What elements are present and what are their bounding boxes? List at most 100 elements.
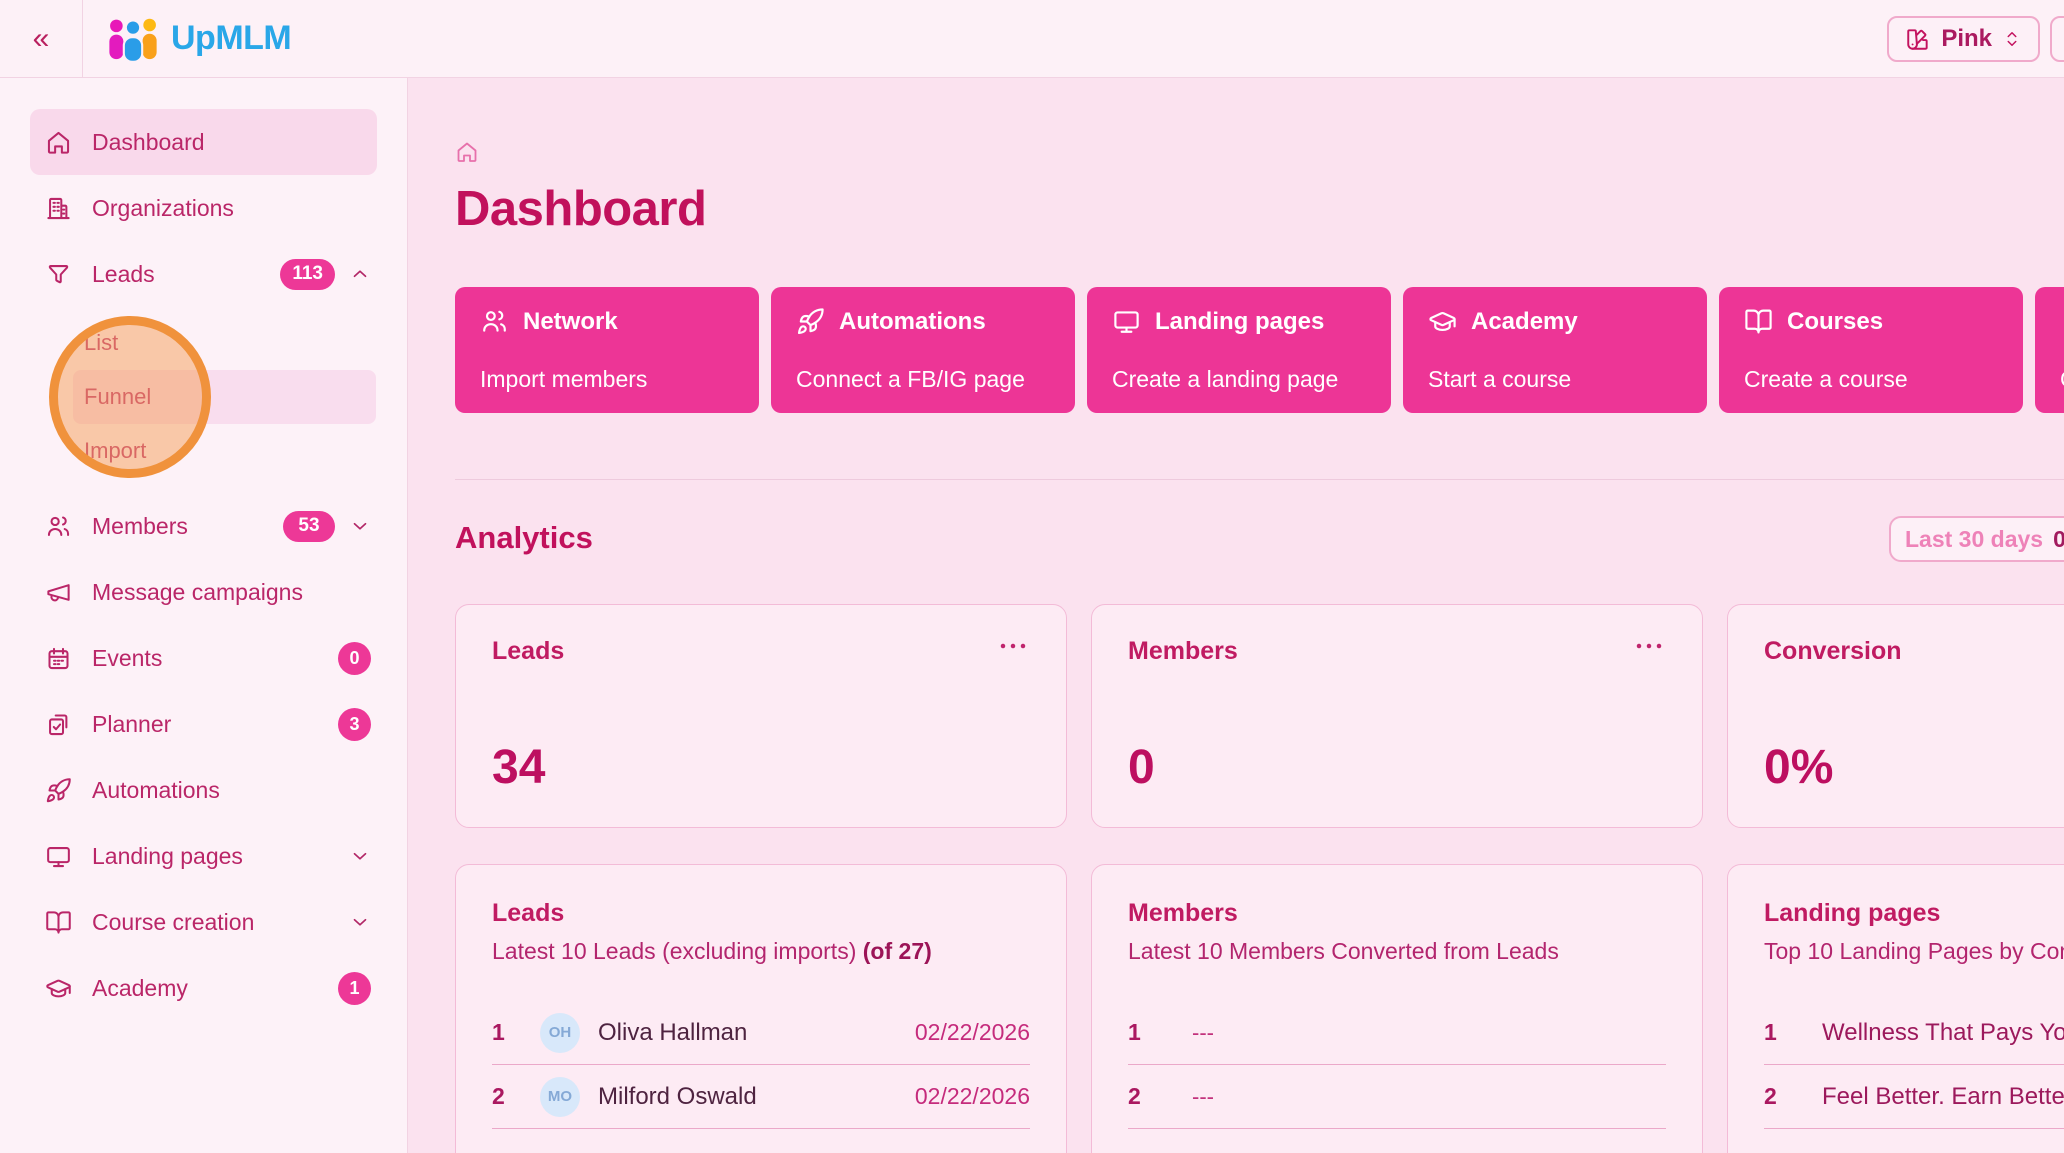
sidebar-collapse-button[interactable]: «	[25, 20, 58, 58]
academy-count-badge: 1	[338, 971, 371, 1005]
date-range-label: Last 30 days	[1905, 525, 2044, 552]
events-count-badge: 0	[338, 641, 371, 675]
sidebar-item-label: Leads	[92, 260, 155, 287]
list-title: Members	[1128, 899, 1238, 927]
row-number: 2	[1764, 1083, 1777, 1109]
stat-card-leads: Leads 34	[455, 604, 1067, 828]
theme-select-button[interactable]: Pink	[1887, 15, 2040, 62]
card-menu-button[interactable]	[1632, 637, 1666, 657]
quick-action-title: Courses	[1787, 307, 1884, 335]
quick-action-network[interactable]: Network Import members	[455, 287, 759, 413]
stat-value: 0	[1128, 741, 1155, 794]
sidebar-item-academy[interactable]: Academy 1	[30, 955, 377, 1021]
calendar-icon	[45, 645, 72, 672]
building-icon	[45, 195, 72, 222]
leads-submenu: List Funnel Import	[73, 316, 376, 478]
stat-value: 34	[492, 741, 546, 794]
row-number: 1	[1764, 1019, 1777, 1045]
row-number: 2	[492, 1083, 505, 1109]
quick-action-title: Academy	[1471, 307, 1578, 335]
member-placeholder: ---	[1192, 1083, 1214, 1109]
sidebar-item-landing-pages[interactable]: Landing pages	[30, 823, 377, 889]
sidebar-item-label: Message campaigns	[92, 578, 303, 605]
sidebar-item-events[interactable]: Events 0	[30, 625, 377, 691]
app-logo[interactable]: UpMLM	[105, 16, 292, 62]
card-menu-button[interactable]	[996, 637, 1030, 657]
list-title: Landing pages	[1764, 899, 1941, 927]
lead-row[interactable]: 2 MO Milford Oswald 02/22/2026	[492, 1065, 1030, 1129]
lead-name: Milford Oswald	[598, 1082, 757, 1110]
book-open-icon	[1744, 307, 1773, 336]
list-subtitle: Top 10 Landing Pages by Convers	[1764, 938, 2064, 964]
sidebar-item-label: Planner	[92, 710, 172, 737]
landing-page-row[interactable]: 2 Feel Better. Earn Better.	[1764, 1065, 2064, 1129]
row-number: 1	[492, 1019, 505, 1045]
row-number: 1	[1128, 1019, 1141, 1045]
leads-count-badge: 113	[280, 258, 335, 290]
stat-card-conversion: Conversion 0%	[1727, 604, 2064, 828]
ellipsis-icon	[998, 638, 1028, 654]
sidebar-item-organizations[interactable]: Organizations	[30, 175, 377, 241]
chevron-down-icon	[349, 911, 371, 933]
lists-row: Leads Latest 10 Leads (excluding imports…	[455, 864, 2064, 1153]
sidebar-item-message-campaigns[interactable]: Message campaigns	[30, 559, 377, 625]
quick-action-landing-pages[interactable]: Landing pages Create a landing page	[1087, 287, 1391, 413]
list-subtitle: Latest 10 Members Converted from Leads	[1128, 938, 1559, 964]
lead-date: 02/22/2026	[914, 1019, 1030, 1045]
quick-action-courses[interactable]: Courses Create a course	[1719, 287, 2023, 413]
quick-action-subtitle: Create a course	[1744, 366, 1908, 392]
submenu-item-import[interactable]: Import	[73, 424, 376, 478]
quick-action-subtitle: Connect a FB/IG page	[796, 366, 1025, 392]
sidebar-item-label: Dashboard	[92, 128, 205, 155]
sidebar-item-label: Course creation	[92, 908, 255, 935]
megaphone-icon	[45, 579, 72, 606]
analytics-header: Analytics Last 30 days 01/2	[455, 516, 2064, 568]
quick-action-academy[interactable]: Academy Start a course	[1403, 287, 1707, 413]
quick-action-partial[interactable]: C	[2035, 287, 2064, 413]
users-icon	[45, 513, 72, 540]
chevron-down-icon	[349, 515, 371, 537]
main-content: Dashboard Network Import members Automat…	[408, 78, 2064, 1153]
sidebar-item-course-creation[interactable]: Course creation	[30, 889, 377, 955]
funnel-icon	[45, 261, 72, 288]
quick-action-title: Automations	[839, 307, 986, 335]
section-divider	[455, 479, 2064, 480]
sidebar-item-label: Academy	[92, 974, 188, 1001]
landing-page-row[interactable]: 1 Wellness That Pays You Back	[1764, 1001, 2064, 1065]
date-range-select[interactable]: Last 30 days 01/2	[1889, 516, 2064, 562]
quick-action-subtitle: Start a course	[1428, 366, 1572, 392]
app-name: UpMLM	[171, 19, 292, 57]
member-row[interactable]: 1 ---	[1128, 1001, 1666, 1065]
submenu-item-funnel[interactable]: Funnel	[73, 370, 376, 424]
breadcrumb-home-icon[interactable]	[455, 140, 479, 164]
lead-name: Oliva Hallman	[598, 1018, 748, 1046]
lead-row[interactable]: 1 OH Oliva Hallman 02/22/2026	[492, 1001, 1030, 1065]
submenu-item-label: Funnel	[84, 384, 152, 409]
member-row[interactable]: 2 ---	[1128, 1065, 1666, 1129]
quick-action-subtitle: C	[2060, 366, 2064, 393]
graduation-cap-icon	[1428, 307, 1457, 336]
quick-action-automations[interactable]: Automations Connect a FB/IG page	[771, 287, 1075, 413]
submenu-item-list[interactable]: List	[73, 316, 376, 370]
stats-row: Leads 34 Members 0 Conversion	[455, 604, 2064, 828]
submenu-item-label: List	[84, 330, 119, 355]
upmlm-logo-icon	[105, 16, 161, 62]
sidebar-item-members[interactable]: Members 53	[30, 493, 377, 559]
book-open-icon	[45, 909, 72, 936]
sidebar-item-dashboard[interactable]: Dashboard	[30, 109, 377, 175]
members-count-badge: 53	[283, 510, 335, 542]
sidebar-item-automations[interactable]: Automations	[30, 757, 377, 823]
rocket-icon	[796, 307, 825, 336]
sidebar-item-label: Automations	[92, 776, 220, 803]
list-card-members: Members Latest 10 Members Converted from…	[1091, 864, 1703, 1153]
sidebar-item-planner[interactable]: Planner 3	[30, 691, 377, 757]
sidebar: Dashboard Organizations Leads 113 List F…	[0, 78, 408, 1153]
quick-action-title: Landing pages	[1155, 307, 1325, 335]
chevron-up-icon	[349, 263, 371, 285]
landing-page-name: Wellness That Pays You Back	[1822, 1018, 2064, 1046]
quick-action-subtitle: Create a landing page	[1112, 366, 1339, 392]
partial-header-button[interactable]	[2050, 15, 2064, 62]
top-header: « UpMLM Pink	[0, 0, 2064, 78]
sidebar-item-leads[interactable]: Leads 113	[30, 241, 377, 307]
stat-value: 0%	[1764, 741, 1834, 794]
